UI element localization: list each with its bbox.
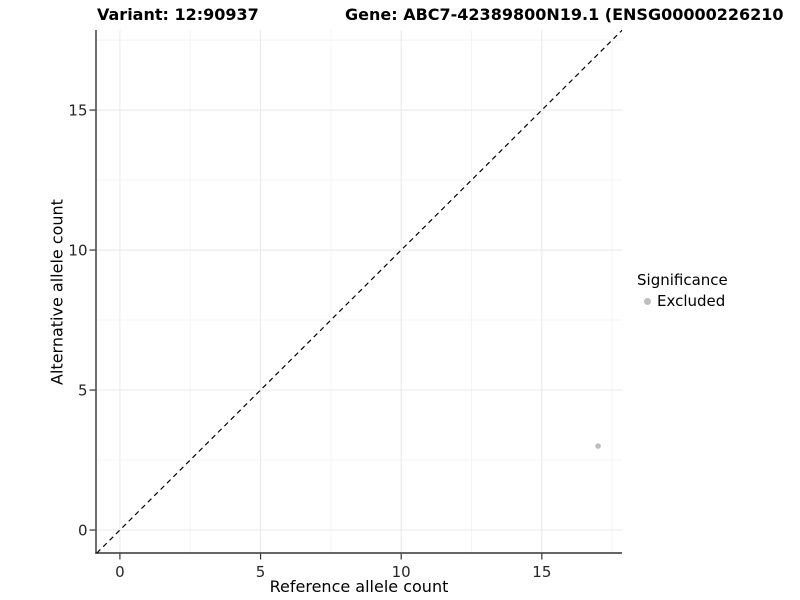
identity-dashed-line: [96, 29, 623, 554]
x-tick-label: 0: [115, 563, 125, 581]
plot-title-gene: Gene: ABC7-42389800N19.1 (ENSG0000022621…: [345, 5, 784, 24]
y-axis-title: Alternative allele count: [47, 199, 67, 385]
legend-point-icon: [644, 298, 651, 305]
legend-item-excluded: Excluded: [637, 293, 728, 310]
data-point-excluded: [595, 443, 601, 449]
legend-title: Significance: [637, 271, 728, 289]
y-tick-label: 10: [68, 242, 87, 260]
x-axis-title: Reference allele count: [269, 577, 449, 596]
y-tick-label: 15: [68, 102, 87, 120]
y-tick-label: 5: [78, 382, 88, 400]
x-tick-label: 15: [532, 563, 551, 581]
legend: Significance Excluded: [637, 271, 728, 310]
legend-item-label: Excluded: [657, 292, 726, 310]
x-tick-label: 5: [256, 563, 266, 581]
x-tick-label: 10: [392, 563, 411, 581]
y-tick-label: 0: [78, 522, 88, 540]
plot-title-variant: Variant: 12:90937: [97, 5, 259, 24]
